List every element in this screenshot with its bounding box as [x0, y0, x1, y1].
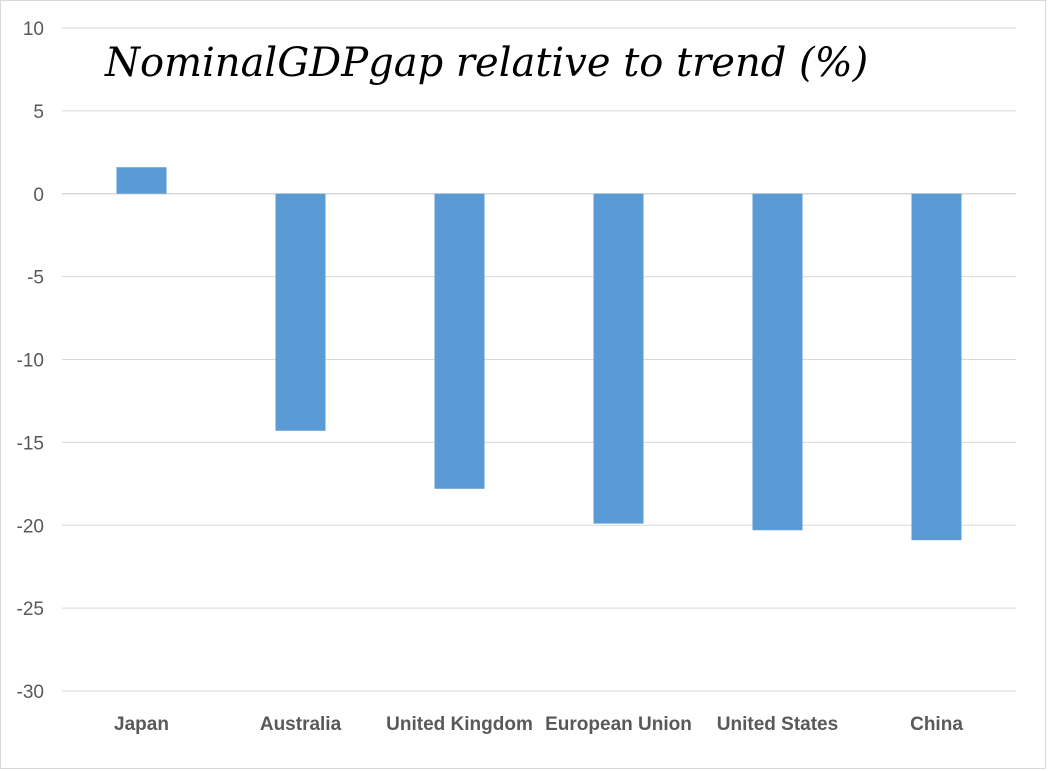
y-tick-label: -5: [27, 268, 44, 289]
chart-title: NominalGDPgap relative to trend (%): [104, 40, 868, 86]
bar-united-kingdom: [434, 193, 485, 489]
x-tick-label: Japan: [114, 714, 169, 735]
bar-australia: [275, 193, 326, 431]
x-axis-labels: Japan Australia United Kingdom European Uni…: [114, 714, 963, 735]
bar-china: [911, 193, 962, 541]
y-tick-label: 10: [23, 19, 44, 40]
bar-japan: [116, 167, 167, 194]
y-axis-ticks: 10 5 0 -5 -10 -15 -20 -25 -30: [17, 19, 44, 703]
bars: [116, 167, 962, 541]
y-tick-label: -15: [17, 433, 44, 454]
y-tick-label: -10: [17, 351, 44, 372]
y-tick-label: -25: [17, 599, 44, 620]
y-tick-label: 5: [33, 102, 44, 123]
y-tick-label: -30: [17, 682, 44, 703]
x-tick-label: China: [910, 714, 963, 735]
y-tick-label: -20: [17, 516, 44, 537]
gridlines: [62, 27, 1016, 692]
x-tick-label: European Union: [545, 714, 692, 735]
bar-united-states: [752, 193, 803, 531]
y-tick-label: 0: [33, 185, 44, 206]
x-tick-label: United Kingdom: [386, 714, 533, 735]
x-tick-label: Australia: [260, 714, 342, 735]
x-tick-label: United States: [717, 714, 838, 735]
bar-european-union: [593, 193, 644, 524]
